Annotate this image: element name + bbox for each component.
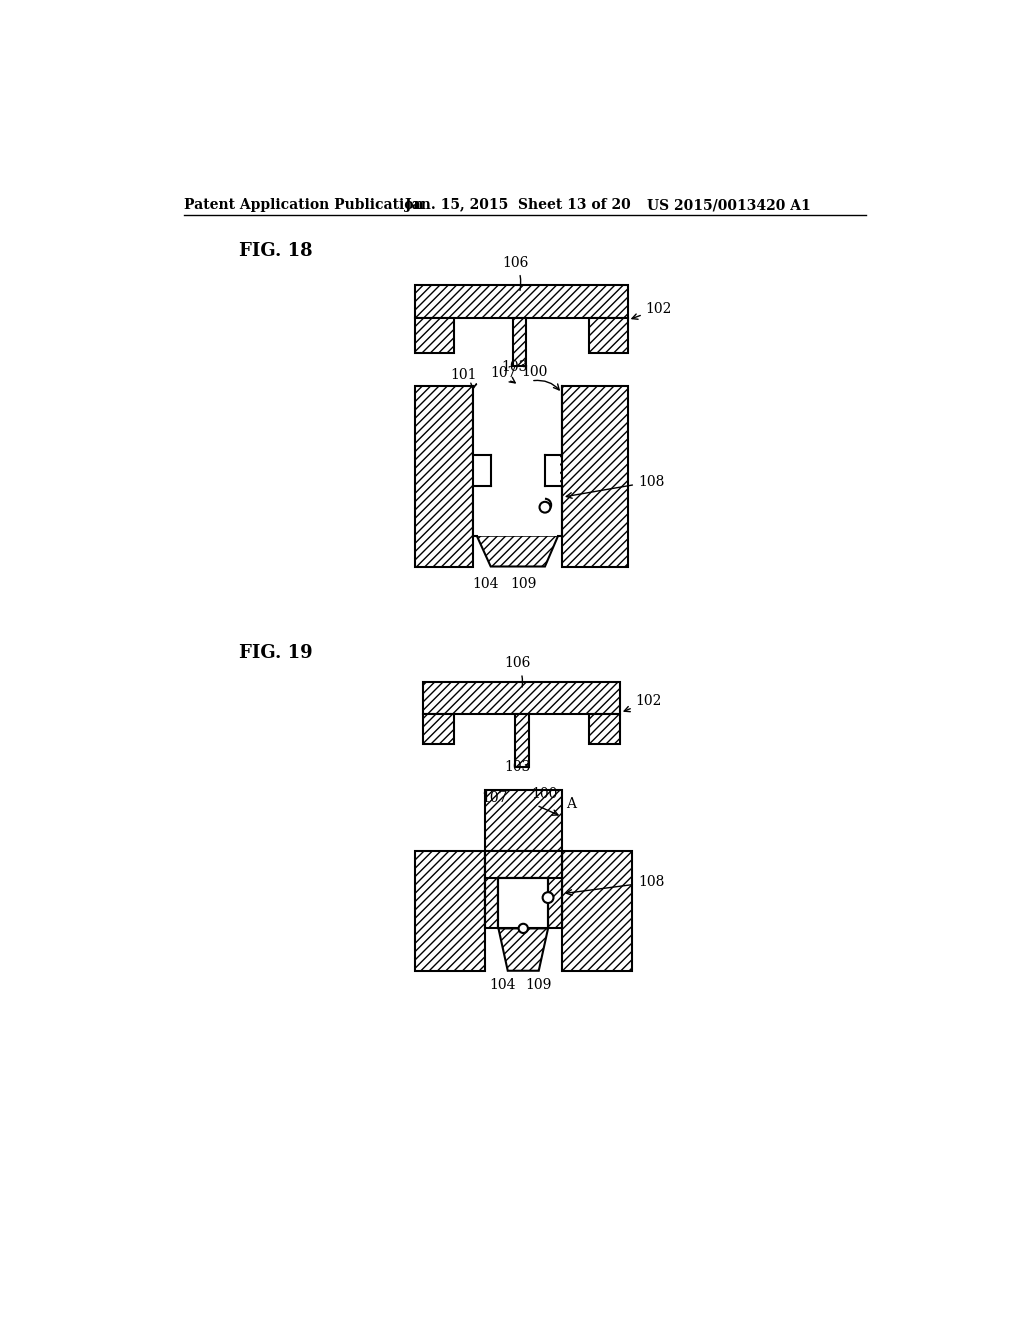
Text: 101: 101 xyxy=(451,368,477,381)
Text: US 2015/0013420 A1: US 2015/0013420 A1 xyxy=(647,198,811,213)
Bar xyxy=(415,285,628,318)
Bar xyxy=(423,714,454,743)
Text: 104: 104 xyxy=(472,577,499,590)
Polygon shape xyxy=(515,714,528,767)
Text: 106: 106 xyxy=(504,656,530,686)
Text: FIG. 19: FIG. 19 xyxy=(239,644,312,661)
Text: 100: 100 xyxy=(531,787,557,801)
Text: FIG. 18: FIG. 18 xyxy=(239,242,312,260)
Bar xyxy=(562,851,632,970)
Polygon shape xyxy=(415,385,490,566)
Text: 109: 109 xyxy=(525,978,552,993)
Text: 102: 102 xyxy=(625,694,662,711)
Text: 109: 109 xyxy=(510,577,537,590)
Polygon shape xyxy=(513,318,525,367)
Text: 103: 103 xyxy=(504,760,530,775)
Bar xyxy=(473,385,560,536)
Bar xyxy=(415,318,454,354)
Bar xyxy=(499,878,548,928)
Text: 107: 107 xyxy=(490,366,517,380)
Polygon shape xyxy=(484,789,562,851)
Text: 107: 107 xyxy=(481,791,508,805)
Bar xyxy=(415,851,484,970)
Text: 108: 108 xyxy=(566,475,665,498)
Bar xyxy=(589,714,621,743)
Text: 100: 100 xyxy=(521,364,548,379)
Text: Patent Application Publication: Patent Application Publication xyxy=(183,198,424,213)
Text: 102: 102 xyxy=(632,301,672,319)
Circle shape xyxy=(543,892,554,903)
Bar xyxy=(423,682,621,714)
Text: 104: 104 xyxy=(489,978,515,993)
Text: Jan. 15, 2015  Sheet 13 of 20: Jan. 15, 2015 Sheet 13 of 20 xyxy=(406,198,631,213)
Text: 103: 103 xyxy=(502,360,528,374)
Circle shape xyxy=(518,924,528,933)
Text: 106: 106 xyxy=(503,256,528,290)
Text: A: A xyxy=(566,797,575,812)
Polygon shape xyxy=(499,928,548,970)
Polygon shape xyxy=(484,851,562,928)
Polygon shape xyxy=(545,385,628,566)
Circle shape xyxy=(540,502,550,512)
Polygon shape xyxy=(477,536,558,566)
Bar xyxy=(589,318,628,354)
Text: 108: 108 xyxy=(566,875,665,895)
